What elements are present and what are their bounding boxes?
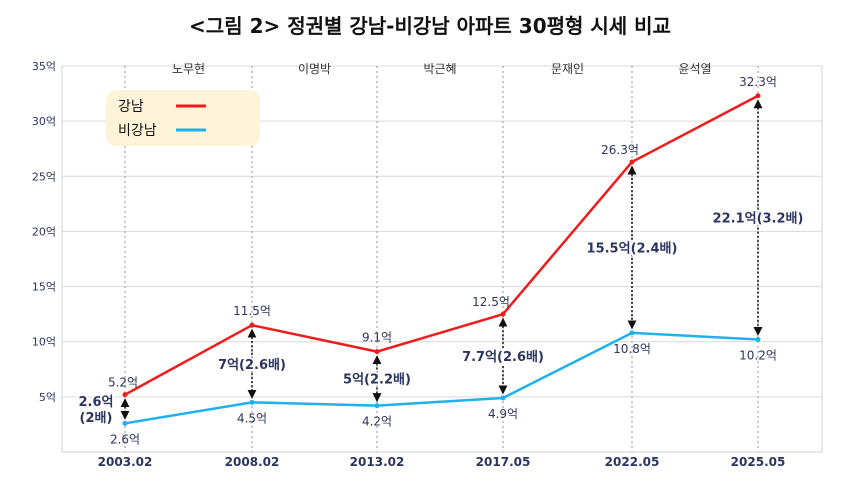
administration-label: 문재인 — [551, 62, 584, 76]
data-point — [500, 395, 506, 401]
y-tick-label: 5억 — [39, 391, 56, 404]
y-tick-label: 20억 — [32, 225, 56, 238]
legend-box — [106, 90, 260, 146]
data-point — [755, 337, 761, 343]
x-axis: 2003.02 2008.02 2013.02 2017.05 2022.05 2025.… — [98, 455, 786, 469]
data-label: 26.3억 — [601, 143, 639, 157]
chart-title: <그림 2> 정권별 강남-비강남 아파트 30평형 시세 비교 — [189, 14, 671, 38]
data-point — [755, 93, 761, 99]
x-tick-label: 2017.05 — [476, 455, 531, 469]
legend-label: 강남 — [118, 99, 144, 115]
data-point — [500, 311, 506, 317]
x-tick-label: 2003.02 — [98, 455, 153, 469]
gap-label: 7억(2.6배) — [218, 357, 286, 373]
data-label: 4.5억 — [237, 411, 267, 425]
series-line — [124, 94, 759, 396]
y-tick-label: 25억 — [32, 170, 56, 183]
data-label: 12.5억 — [472, 295, 510, 309]
data-label: 4.9억 — [488, 407, 518, 421]
gap-label: (2배) — [80, 410, 113, 426]
y-tick-label: 10억 — [32, 336, 56, 349]
series-line — [124, 331, 759, 425]
data-point — [122, 392, 128, 398]
administration-labels: 노무현 이명박 박근혜 문재인 윤석열 — [172, 62, 712, 76]
data-point — [122, 420, 128, 426]
gap-label: 7.7억(2.6배) — [462, 349, 544, 365]
data-label: 10.2억 — [739, 349, 777, 363]
y-tick-label: 30억 — [32, 115, 56, 128]
y-tick-label: 15억 — [32, 281, 56, 294]
legend-label: 비강남 — [118, 123, 157, 139]
gap-label: 2.6억 — [79, 395, 114, 410]
data-point — [249, 399, 255, 405]
gap-label: 5억(2.2배) — [343, 372, 411, 388]
x-tick-label: 2022.05 — [605, 455, 660, 469]
data-label: 32.3억 — [739, 75, 777, 89]
administration-label: 박근혜 — [423, 62, 456, 76]
gap-label: 15.5억(2.4배) — [587, 240, 678, 256]
gap-annotations: 2.6억(2배) 7억(2.6배) 5억(2.2배) 7.7억(2.6배) 15.5억(… — [77, 99, 805, 428]
data-label: 2.6억 — [110, 432, 140, 446]
data-label: 10.8억 — [613, 342, 651, 356]
data-label: 4.2억 — [362, 415, 392, 429]
data-point — [374, 403, 380, 409]
data-point — [629, 330, 635, 336]
x-tick-label: 2025.05 — [731, 455, 786, 469]
y-axis: 35억 30억 25억 20억 15억 10억 5억 — [32, 60, 56, 404]
x-tick-label: 2013.02 — [350, 455, 405, 469]
data-point — [374, 349, 380, 355]
data-point — [249, 322, 255, 328]
data-label: 9.1억 — [362, 331, 392, 345]
y-tick-label: 35억 — [32, 60, 56, 73]
gap-label: 22.1억(3.2배) — [713, 211, 804, 227]
x-tick-label: 2008.02 — [225, 455, 280, 469]
administration-label: 노무현 — [172, 62, 205, 76]
administration-label: 윤석열 — [678, 62, 711, 76]
data-point — [629, 159, 635, 165]
data-label: 5.2억 — [108, 376, 138, 390]
administration-label: 이명박 — [298, 62, 331, 76]
series: 5.2억 11.5억 9.1억 12.5억 26.3억 32.3억 2.6억 4.5억 4.2억… — [108, 75, 777, 447]
data-label: 11.5억 — [233, 304, 271, 318]
